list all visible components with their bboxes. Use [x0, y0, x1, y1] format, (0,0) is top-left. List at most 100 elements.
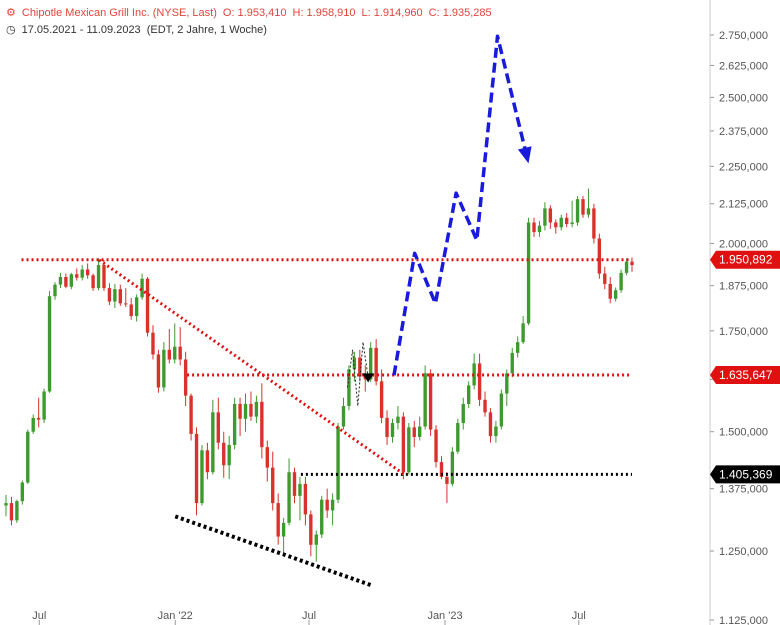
candle-body — [412, 427, 416, 437]
candle-body — [173, 346, 177, 360]
candle-body — [456, 423, 460, 452]
candle-body — [156, 354, 161, 388]
candle-body — [608, 283, 612, 299]
candle-body — [369, 347, 373, 380]
candle-body — [183, 359, 188, 396]
candle-body — [630, 261, 634, 266]
candle-body — [581, 199, 585, 215]
candle-body — [613, 290, 618, 299]
candle-body — [554, 222, 558, 228]
candle-body — [461, 403, 465, 424]
black-trend-line — [174, 514, 374, 588]
candle-body — [603, 273, 607, 284]
candle-body — [374, 347, 378, 382]
close-value: C: 1.935,285 — [428, 7, 492, 19]
candle-body — [20, 482, 25, 502]
candle-body — [260, 401, 264, 448]
candle-body — [85, 269, 90, 276]
candle-body — [401, 416, 406, 473]
candle-body — [450, 451, 455, 484]
candle-body — [211, 412, 215, 473]
y-tick-label: 2.000,000 — [719, 238, 768, 250]
candle-body — [379, 381, 384, 418]
candle-body — [232, 403, 237, 445]
candle-body — [303, 483, 308, 515]
blue-projection-arrowhead — [517, 146, 532, 164]
candle-body — [532, 222, 536, 233]
candle-body — [194, 433, 199, 504]
candle-body — [320, 499, 324, 535]
candle-body — [488, 412, 493, 437]
candle-body — [445, 476, 449, 484]
x-tick-label: Jul — [572, 610, 586, 622]
candle-body — [75, 274, 79, 278]
candle-body — [548, 208, 553, 223]
candle-body — [336, 426, 340, 500]
candle-body — [96, 265, 101, 289]
candle-body — [423, 373, 427, 427]
candle-body — [543, 208, 547, 226]
candle-body — [341, 406, 346, 427]
candle-body — [390, 423, 395, 437]
candle-body — [9, 503, 14, 521]
candle-body — [4, 503, 8, 506]
candle-body — [254, 401, 259, 417]
candle-body — [69, 274, 74, 287]
candle-body — [222, 442, 226, 466]
candle-body — [134, 297, 139, 317]
candle-body — [396, 416, 400, 424]
candle-body — [64, 276, 68, 287]
small-projection-arrowhead — [362, 373, 375, 383]
candle-body — [102, 265, 106, 289]
y-tick-label: 1.750,000 — [719, 326, 768, 338]
candle-body — [510, 352, 514, 374]
x-tick-label: Jul — [32, 610, 46, 622]
candle-body — [113, 289, 117, 302]
candle-body — [205, 450, 210, 473]
y-tick-label: 2.500,000 — [719, 92, 768, 104]
candle-body — [107, 288, 112, 302]
x-tick-label: Jan '22 — [158, 610, 193, 622]
y-tick-label: 1.500,000 — [719, 427, 768, 439]
candle-body — [537, 225, 542, 233]
candle-body — [91, 275, 95, 289]
y-tick-label: 2.750,000 — [719, 30, 768, 42]
clock-icon: ◷ — [6, 24, 16, 36]
candle-body — [325, 499, 329, 511]
candle-body — [287, 472, 291, 523]
price-level-badge — [710, 465, 780, 484]
candle-body — [330, 499, 335, 511]
chart-type-icon: ⚙ — [6, 7, 16, 19]
candle-body — [559, 217, 563, 228]
candle-body — [47, 296, 52, 392]
candle-body — [515, 342, 520, 353]
y-tick-label: 1.375,000 — [719, 484, 768, 496]
candle-body — [265, 447, 269, 468]
candle-body — [597, 238, 602, 274]
price-level-label: 1.405,369 — [719, 467, 773, 481]
candle-body — [145, 278, 150, 333]
candle-body — [467, 385, 471, 404]
candle-body — [309, 514, 313, 545]
open-value: O: 1.953,410 — [222, 7, 287, 19]
candle-body — [418, 426, 422, 437]
candle-body — [227, 444, 231, 466]
candle-body — [586, 208, 591, 215]
candle-body — [167, 349, 171, 360]
price-level-badge — [710, 250, 780, 269]
chart-title-line: ⚙ Chipotle Mexican Grill Inc. (NYSE, Last… — [6, 6, 498, 19]
candle-body — [129, 304, 133, 317]
candle-body — [124, 303, 128, 305]
y-tick-label: 1.250,000 — [719, 546, 768, 558]
candle-body — [434, 429, 438, 463]
candle-body — [118, 289, 123, 304]
candle-body — [358, 357, 362, 377]
high-value: H: 1.958,910 — [292, 7, 356, 19]
x-tick-label: Jul — [302, 610, 316, 622]
y-tick-label: 1.875,000 — [719, 281, 768, 293]
candle-body — [243, 403, 248, 419]
candle-body — [31, 417, 35, 432]
candle-body — [314, 534, 318, 545]
candle-body — [570, 222, 574, 225]
